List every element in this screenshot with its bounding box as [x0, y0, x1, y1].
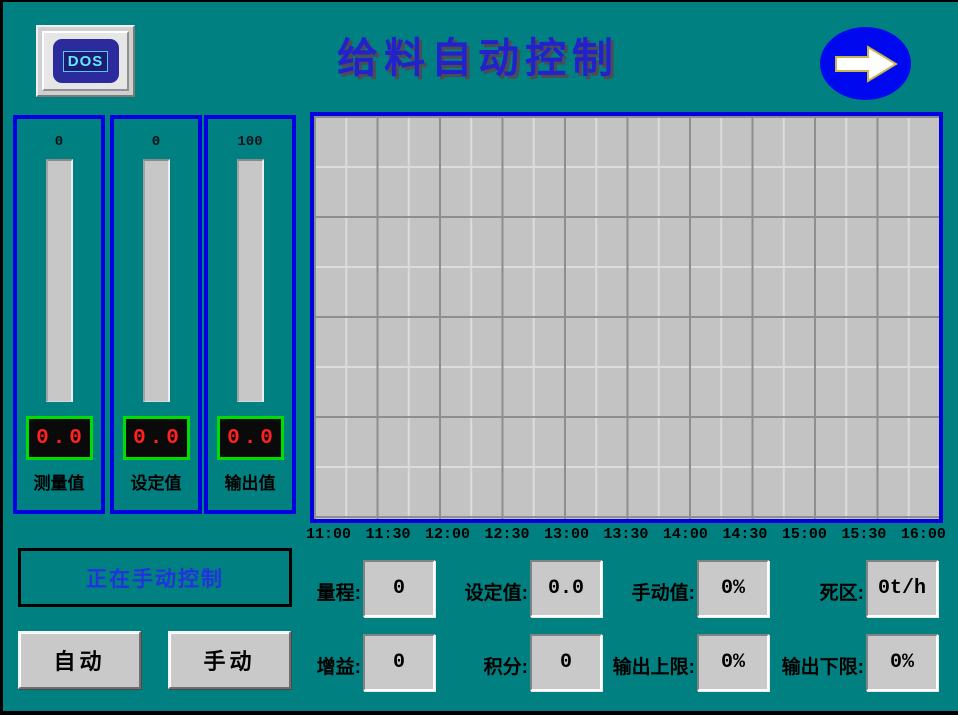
auto-mode-button[interactable]: 自动: [18, 631, 141, 689]
gauge-bar-track: [142, 159, 170, 402]
range-label: 量程:: [316, 583, 361, 604]
gauge-label: 设定值: [130, 474, 182, 493]
x-tick: 11:00: [306, 526, 352, 543]
gauge-scale-top: 100: [237, 134, 263, 150]
gauge-scale-top: 0: [151, 134, 161, 150]
dos-button-label: DOS: [62, 50, 109, 72]
measured-value-display: 0.0: [25, 416, 93, 460]
gauge-label: 输出值: [224, 474, 276, 493]
screen-edge-bottom: [0, 711, 958, 715]
page-title: 给料自动控制: [337, 35, 619, 81]
dos-button[interactable]: DOS: [36, 25, 135, 97]
output-upper-limit-field[interactable]: 0%: [697, 634, 769, 691]
x-tick: 14:30: [722, 526, 768, 543]
x-tick: 14:00: [662, 526, 708, 543]
x-tick: 15:30: [841, 526, 887, 543]
control-mode-status: 正在手动控制: [18, 548, 292, 607]
status-text: 正在手动控制: [86, 567, 224, 591]
dos-button-face: DOS: [52, 39, 119, 83]
deadband-label: 死区:: [819, 583, 864, 604]
manual-mode-button[interactable]: 手动: [168, 631, 291, 689]
x-tick: 16:00: [900, 526, 946, 543]
x-tick: 15:00: [781, 526, 827, 543]
integral-label: 积分:: [483, 657, 528, 678]
gauge-bar-track: [45, 159, 73, 402]
gain-label: 增益:: [316, 657, 361, 678]
x-tick: 12:00: [424, 526, 470, 543]
x-tick: 13:30: [603, 526, 649, 543]
output-lower-limit-field[interactable]: 0%: [866, 634, 938, 691]
range-field[interactable]: 0: [363, 560, 435, 617]
gauge-bar-track: [236, 159, 264, 402]
gauge-label: 测量值: [33, 474, 85, 493]
manual-value-field[interactable]: 0%: [697, 560, 769, 617]
arrow-right-icon: [834, 44, 898, 83]
output-lower-limit-label: 输出下限:: [781, 657, 864, 678]
output-value-display: 0.0: [216, 416, 284, 460]
setpoint-label: 设定值:: [464, 583, 528, 604]
setpoint-field[interactable]: 0.0: [530, 560, 602, 617]
gauge-scale-top: 0: [54, 134, 64, 150]
gauge-measured-value: 0 0.0 测量值: [13, 115, 105, 514]
integral-field[interactable]: 0: [530, 634, 602, 691]
trend-chart: [310, 112, 943, 523]
trend-x-axis: 11:00 11:30 12:00 12:30 13:00 13:30 14:0…: [306, 526, 946, 543]
screen-edge-left: [0, 0, 3, 715]
x-tick: 12:30: [484, 526, 530, 543]
gauge-set-value: 0 0.0 设定值: [110, 115, 202, 514]
gauge-output-value: 100 0.0 输出值: [204, 115, 296, 514]
set-value-display: 0.0: [122, 416, 190, 460]
x-tick: 11:30: [365, 526, 411, 543]
next-page-button[interactable]: [820, 27, 911, 100]
screen-edge-top: [0, 0, 958, 2]
x-tick: 13:00: [543, 526, 589, 543]
deadband-field[interactable]: 0t/h: [866, 560, 938, 617]
output-upper-limit-label: 输出上限:: [612, 657, 695, 678]
gain-field[interactable]: 0: [363, 634, 435, 691]
manual-value-label: 手动值:: [631, 583, 695, 604]
dos-button-frame: DOS: [42, 31, 129, 91]
